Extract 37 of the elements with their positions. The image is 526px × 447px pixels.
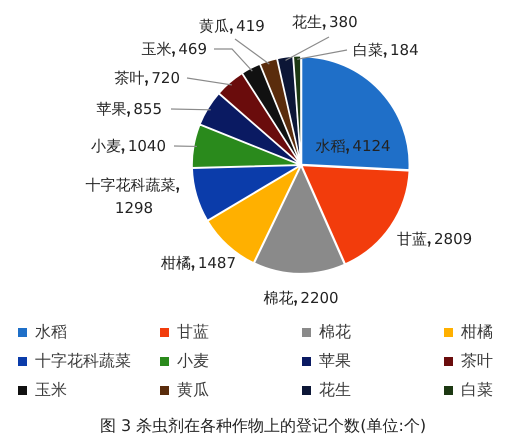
legend-label: 茶叶 (461, 351, 493, 372)
slice-label: 棉花 (263, 289, 294, 307)
legend-label: 棉花 (319, 322, 351, 343)
data-label: 469 (178, 40, 208, 58)
legend-label: 甘蓝 (177, 322, 209, 343)
slice-label: 白菜 (353, 41, 383, 59)
data-label: 184 (390, 41, 419, 59)
legend-label: 苹果 (319, 351, 351, 372)
data-label: 2809 (434, 230, 472, 248)
slice-label: 小麦 (90, 137, 121, 155)
slice-label: 苹果 (96, 100, 126, 118)
slice-label: 水稻 (315, 137, 346, 155)
slice-label: 茶叶 (114, 69, 144, 87)
slice-label: 玉米 (141, 40, 172, 58)
data-label: 1487 (198, 254, 236, 272)
slice-label: 十字花科蔬菜 (86, 176, 176, 194)
data-label: 419 (236, 17, 265, 35)
text: 图 3 杀虫剂在各种作物上的登记个数(单位:个) (98, 416, 428, 437)
slice-label: 黄瓜 (199, 17, 230, 35)
legend-label: 玉米 (35, 380, 67, 401)
data-label: 380 (329, 13, 358, 31)
slice-label: 甘蓝 (397, 230, 427, 248)
legend-label: 十字花科蔬菜 (35, 351, 131, 372)
legend-label: 水稻 (35, 322, 67, 343)
data-label: 1040 (128, 137, 166, 155)
legend-label: 白菜 (461, 380, 493, 401)
data-label: 4124 (352, 137, 391, 155)
legend-label: 花生 (319, 380, 351, 401)
legend-label: 柑橘 (461, 322, 493, 343)
data-label: 1298 (114, 199, 154, 217)
slice-label: 花生 (292, 13, 322, 31)
legend-label: 小麦 (177, 351, 209, 372)
data-label: 2200 (300, 289, 339, 307)
data-label: 855 (133, 100, 162, 118)
legend-label: 黄瓜 (177, 380, 209, 401)
slice-label: 柑橘 (160, 254, 191, 272)
data-label: 720 (151, 69, 180, 87)
